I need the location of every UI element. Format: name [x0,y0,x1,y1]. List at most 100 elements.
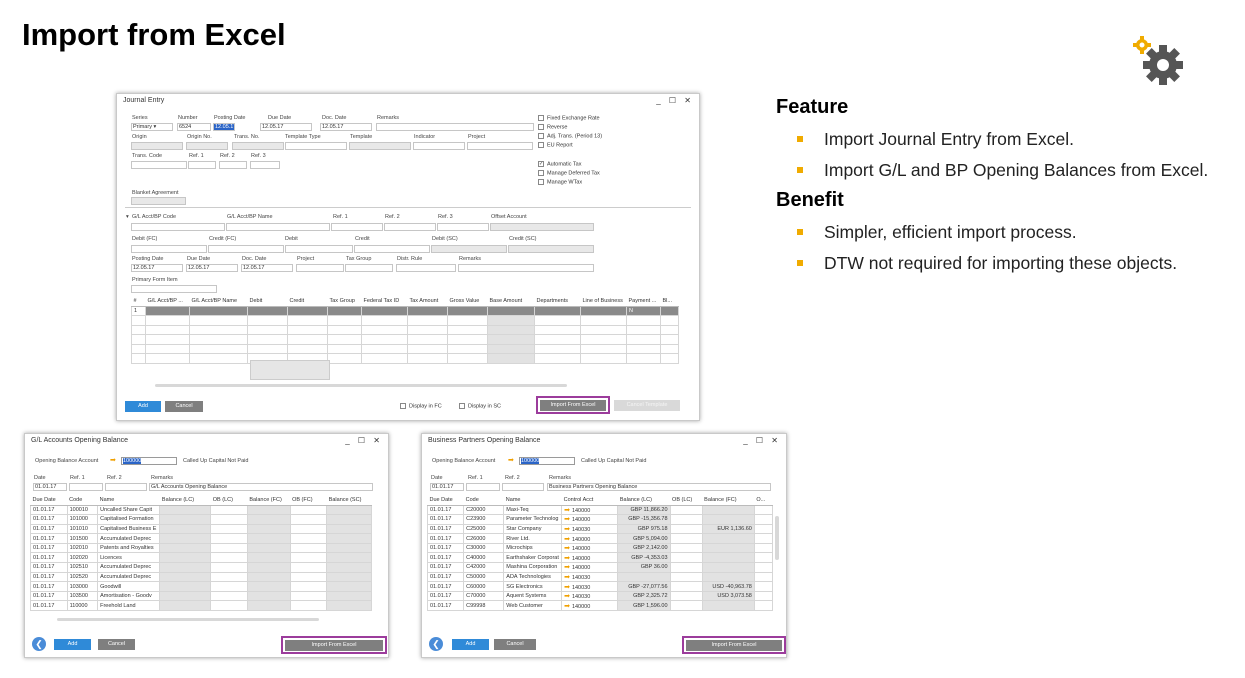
ref2-field[interactable] [105,483,147,491]
cancel-button[interactable]: Cancel [494,639,536,650]
link-arrow-icon[interactable]: ➡ [564,545,572,553]
line-doc-date-field[interactable]: 12.05.17 [241,264,293,272]
table-row[interactable]: 01.01.17 102020 Licences [30,552,372,564]
col-header[interactable]: Due Date [30,495,68,506]
col-header[interactable]: Bl... [660,296,679,307]
table-row[interactable]: 01.01.17 C60000 SG Electronics ➡ 140030 GBP … [426,581,774,592]
table-cell[interactable] [669,542,703,554]
table-row[interactable]: 01.01.17 C40000 Earthshaker Corporat ➡ 1400… [426,552,774,564]
table-cell[interactable] [669,552,703,564]
table-cell[interactable] [210,542,248,554]
table-cell[interactable] [289,514,328,525]
ref3-field[interactable] [250,161,280,169]
col-header[interactable]: Code [463,495,504,506]
table-row[interactable]: 01.01.17 C26000 River Ltd. ➡ 140000 GBP 5,09… [426,533,774,544]
table-cell[interactable] [753,590,774,602]
table-cell[interactable] [669,523,703,535]
col-header[interactable]: Name [503,495,562,506]
distr-rule-field[interactable] [396,264,456,272]
col-header[interactable]: Federal Tax ID [361,296,408,307]
col-header[interactable]: Tax Amount [407,296,448,307]
table-cell[interactable] [753,542,774,554]
line-ref3-field[interactable] [437,223,489,231]
link-arrow-icon[interactable]: ➡ [564,602,572,610]
due-date-field[interactable]: 12.05.17 [260,123,312,131]
table-row[interactable]: 01.01.17 C50000 ADA Technologies ➡ 140030 [426,571,774,583]
import-from-excel-button[interactable]: Import From Excel [686,640,782,651]
link-arrow-icon[interactable]: ➡ [564,583,572,591]
table-row[interactable]: 01.01.17 C99998 Web Customer ➡ 140000 GBP 1,… [426,600,774,612]
col-header[interactable]: OB (LC) [670,495,703,506]
line-ref1-field[interactable] [331,223,383,231]
line-posting-date-field[interactable]: 12.05.17 [131,264,183,272]
col-header[interactable]: Gross Value [447,296,488,307]
table-row[interactable]: 01.01.17 102510 Accumulated Deprec [30,562,372,573]
credit-fc-field[interactable] [208,245,284,253]
series-dropdown[interactable]: Primary ▾ [131,123,173,131]
table-cell[interactable] [669,533,703,544]
col-header[interactable]: OB (LC) [210,495,248,506]
ref1-field[interactable] [69,483,103,491]
table-row[interactable] [131,353,679,365]
table-cell[interactable] [210,581,248,592]
col-header[interactable]: Due Date [427,495,464,506]
add-button[interactable]: Add [54,639,91,650]
table-row[interactable]: 01.01.17 103500 Amortisation - Goodv [30,590,372,602]
opening-balance-account-field[interactable]: 100000 [519,457,575,465]
table-cell[interactable] [753,514,774,525]
col-header[interactable]: G/L Acct/BP ... [145,296,190,307]
col-header[interactable]: Payment ... [626,296,661,307]
link-arrow-icon[interactable]: ➡ [564,506,572,514]
link-arrow-icon[interactable]: ➡ [564,516,572,524]
table-row[interactable]: 01.01.17 101500 Accumulated Deprec [30,533,372,544]
window-controls[interactable]: _ ☐ ✕ [345,436,383,445]
table-cell[interactable] [210,571,248,583]
table-cell[interactable] [289,562,328,573]
link-arrow-icon[interactable]: ➡ [564,535,572,543]
horizontal-scrollbar[interactable] [155,384,567,387]
table-cell[interactable] [289,504,328,516]
manage-wtax-checkbox[interactable]: Manage WTax [538,179,582,185]
table-row[interactable]: 01.01.17 110000 Freehold Land [30,600,372,612]
indicator-dropdown[interactable] [413,142,465,150]
vertical-scrollbar[interactable] [775,516,779,560]
table-row[interactable] [131,324,679,336]
col-header[interactable]: Balance (FC) [702,495,755,506]
debit-field[interactable] [285,245,353,253]
col-header[interactable]: G/L Acct/BP Name [189,296,248,307]
table-cell[interactable] [210,562,248,573]
col-header[interactable]: Balance (SC) [326,495,372,506]
table-cell[interactable] [753,600,774,612]
line-ref2-field[interactable] [384,223,436,231]
automatic-tax-checkbox[interactable]: ✓ Automatic Tax [538,161,582,168]
table-row[interactable]: 01.01.17 C20000 Maxi-Teq ➡ 140000 GBP 11,866… [426,504,774,516]
table-cell[interactable] [753,562,774,573]
table-cell[interactable] [289,533,328,544]
line-tax-group-dropdown[interactable] [345,264,393,272]
table-cell[interactable] [289,600,328,612]
table-row[interactable] [131,343,679,355]
back-arrow-icon[interactable]: ❮ [429,637,443,651]
table-cell[interactable] [210,600,248,612]
table-cell[interactable] [753,552,774,564]
add-button[interactable]: Add [125,401,161,412]
trans-code-dropdown[interactable] [131,161,187,169]
col-header[interactable]: Debit [247,296,288,307]
gl-code-field[interactable] [131,223,225,231]
credit-field[interactable] [354,245,430,253]
table-row[interactable]: 01.01.17 C70000 Aquent Systems ➡ 140030 GBP … [426,590,774,602]
line-remarks-field[interactable] [458,264,594,272]
table-row[interactable] [131,334,679,345]
project-field[interactable] [467,142,533,150]
ref2-field[interactable] [219,161,247,169]
debit-fc-field[interactable] [131,245,207,253]
table-row[interactable]: 01.01.17 C25000 Star Company ➡ 140030 GBP 97… [426,523,774,535]
table-row[interactable]: 01.01.17 100010 Uncalled Share Capit [30,504,372,516]
eu-report-checkbox[interactable]: EU Report [538,142,573,148]
table-row[interactable]: 01.01.17 C30000 Microchips ➡ 140000 GBP 2,14… [426,542,774,554]
col-header[interactable]: Name [97,495,160,506]
col-header[interactable]: Balance (LC) [617,495,671,506]
table-row[interactable]: 01.01.17 101000 Capitalised Formation [30,514,372,525]
number-field[interactable]: 6524 [177,123,211,131]
link-arrow-icon[interactable]: ➡ [564,554,572,562]
